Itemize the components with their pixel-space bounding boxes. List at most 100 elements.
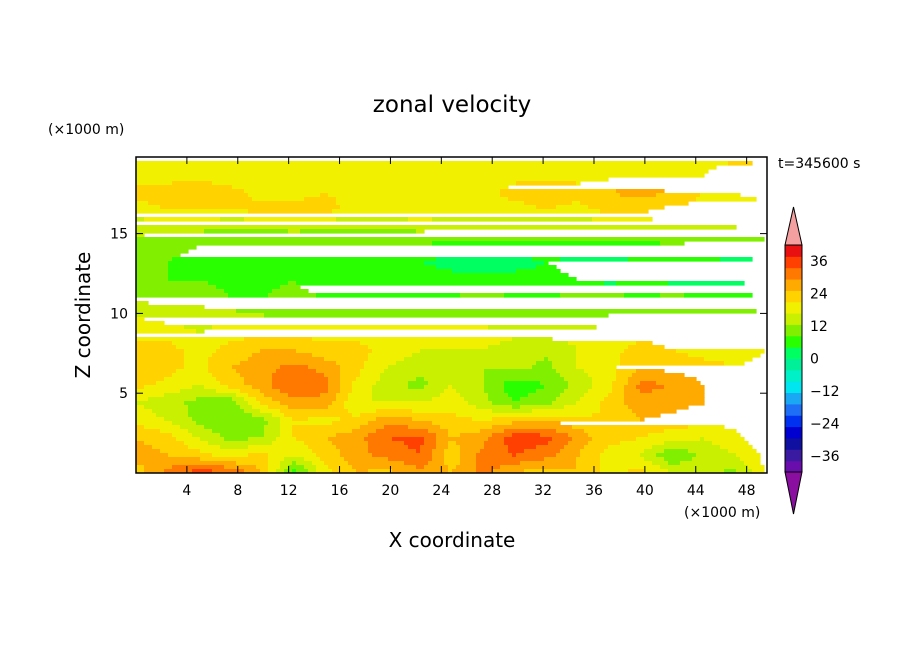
field-cell	[248, 393, 265, 398]
field-cell	[220, 217, 245, 222]
x-tick-label: 24	[432, 483, 450, 499]
field-cell	[508, 393, 529, 398]
field-cell	[688, 449, 729, 454]
field-cell	[700, 193, 741, 198]
field-cell	[408, 445, 421, 450]
field-cell	[336, 445, 369, 450]
field-cell	[376, 409, 413, 414]
field-cell	[248, 445, 309, 450]
field-cell	[592, 377, 617, 382]
field-cell	[512, 453, 517, 458]
field-cell	[316, 453, 341, 458]
field-cell	[628, 345, 665, 350]
velocity-field	[136, 161, 765, 473]
field-cell	[576, 457, 601, 462]
field-cell	[408, 217, 433, 222]
field-cell	[556, 429, 585, 434]
field-cell	[288, 405, 329, 410]
field-cell	[164, 393, 237, 398]
field-cell	[564, 445, 585, 450]
field-cell	[432, 453, 445, 458]
field-cell	[192, 469, 213, 473]
field-cell	[328, 465, 353, 470]
field-cell	[264, 425, 281, 430]
colorbar-tick-label: 12	[810, 319, 828, 335]
field-cell	[408, 381, 429, 386]
field-cell	[136, 205, 161, 210]
field-cell	[136, 241, 433, 246]
field-cell	[136, 181, 173, 186]
field-cell	[640, 389, 653, 394]
field-cell	[136, 469, 145, 473]
field-cell	[392, 437, 425, 442]
field-cell	[184, 349, 217, 354]
field-cell	[212, 325, 489, 330]
field-cell	[284, 457, 305, 462]
field-cell	[484, 385, 505, 390]
field-cell	[740, 457, 761, 462]
field-cell	[584, 445, 609, 450]
colorbar-swatch	[785, 267, 802, 280]
field-cell	[328, 389, 341, 394]
field-cell	[316, 465, 329, 470]
field-cell	[460, 453, 477, 458]
field-cell	[184, 365, 209, 370]
field-cell	[220, 345, 369, 350]
field-cell	[136, 365, 185, 370]
field-cell	[328, 385, 341, 390]
x-tick-label: 40	[636, 483, 654, 499]
field-cell	[136, 385, 145, 390]
field-cell	[312, 449, 341, 454]
field-cell	[292, 429, 353, 434]
field-cell	[336, 217, 409, 222]
field-cell	[612, 385, 625, 390]
field-cell	[336, 397, 349, 402]
field-cell	[340, 365, 365, 370]
field-cell	[668, 469, 725, 473]
field-cell	[200, 449, 313, 454]
field-cell	[408, 385, 425, 390]
field-cell	[172, 373, 213, 378]
field-cell	[272, 289, 309, 294]
x-tick-label: 32	[534, 483, 552, 499]
field-cell	[252, 197, 305, 202]
field-cell	[276, 437, 297, 442]
field-cell	[136, 309, 237, 314]
colorbar-swatch	[785, 301, 802, 314]
field-cell	[232, 365, 281, 370]
field-cell	[252, 353, 313, 358]
field-cell	[240, 389, 261, 394]
field-cell	[444, 457, 461, 462]
field-cell	[356, 377, 381, 382]
field-cell	[608, 393, 625, 398]
field-cell	[616, 189, 665, 194]
field-cell	[328, 437, 365, 442]
field-cell	[280, 429, 293, 434]
field-cell	[404, 441, 425, 446]
field-cell	[484, 445, 509, 450]
field-cell	[600, 409, 633, 414]
field-cell	[196, 397, 233, 402]
field-cell	[212, 373, 241, 378]
field-cell	[528, 393, 561, 398]
field-cell	[176, 369, 209, 374]
field-cell	[612, 381, 629, 386]
field-cell	[280, 417, 293, 422]
field-cell	[584, 429, 665, 434]
field-cell	[224, 465, 257, 470]
field-cell	[644, 469, 669, 473]
field-cell	[304, 465, 317, 470]
field-cell	[232, 397, 245, 402]
field-cell	[488, 325, 597, 330]
y-tick-label: 15	[110, 227, 128, 243]
field-cell	[328, 381, 341, 386]
field-cell	[504, 441, 549, 446]
field-cell	[136, 225, 737, 230]
field-cell	[292, 425, 361, 430]
field-cell	[548, 357, 577, 362]
field-cell	[352, 385, 373, 390]
field-cell	[136, 245, 197, 250]
field-cell	[468, 401, 493, 406]
field-cell	[360, 425, 385, 430]
field-cell	[172, 433, 193, 438]
